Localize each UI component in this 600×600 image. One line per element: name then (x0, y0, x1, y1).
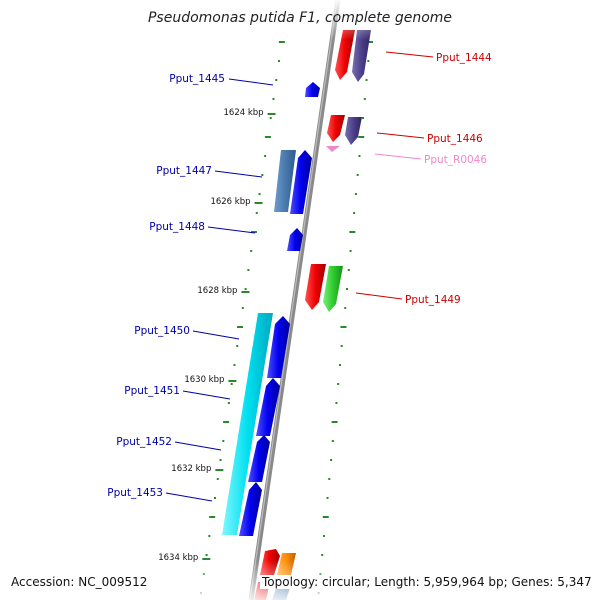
leader-line-1447 (214, 170, 263, 178)
accession-text: Accession: NC_009512 (9, 575, 150, 589)
gene-arrow-blue (290, 150, 312, 214)
leader-line-1448 (207, 226, 256, 234)
gene-label[interactable]: Pput_1453 (107, 487, 163, 499)
scale-label: 1630 kbp (184, 375, 224, 385)
gene-label[interactable]: Pput_1449 (405, 294, 461, 306)
gene-arrow-blue (239, 482, 262, 536)
leader-line-1449 (355, 292, 403, 300)
gene-arrow-purple (345, 117, 362, 145)
leader-line-1444 (385, 51, 434, 58)
gene-arrow-green (323, 266, 343, 312)
gene-label[interactable]: Pput_1446 (427, 133, 483, 145)
gene-label[interactable]: Pput_1451 (124, 385, 180, 397)
gene-arrow-blue (256, 378, 280, 436)
scale-label: 1624 kbp (224, 108, 264, 118)
gene-label[interactable]: Pput_1444 (436, 52, 492, 64)
gene-arrow-blue (248, 435, 270, 482)
leader-line-1453 (165, 492, 213, 502)
gene-arrow-blue (305, 82, 320, 97)
gene-label-layer: Pput_1444 Pput_1445 Pput_1446 Pput_R0046… (107, 52, 492, 499)
leader-lines (165, 51, 434, 502)
gene-arrow-blue (287, 228, 303, 251)
gene-label[interactable]: Pput_1448 (149, 221, 205, 233)
genome-backbone (248, 0, 341, 600)
scale-label: 1632 kbp (171, 464, 211, 474)
leader-line-1451 (182, 390, 231, 400)
map-title: Pseudomonas putida F1, complete genome (147, 10, 453, 26)
gene-label[interactable]: Pput_R0046 (424, 154, 487, 166)
gene-arrow-red (305, 264, 326, 310)
gene-arrow-purple (352, 30, 371, 82)
gene-label[interactable]: Pput_1447 (156, 165, 212, 177)
leader-line-r0046 (374, 153, 422, 160)
gene-arrow-red (327, 115, 345, 142)
scale-label: 1626 kbp (210, 197, 250, 207)
gene-arrow-red (335, 30, 355, 80)
leader-line-1445 (228, 78, 274, 86)
gene-arrow-cyan (222, 313, 273, 535)
gene-label[interactable]: Pput_1445 (169, 73, 225, 85)
gene-arrow-blue (267, 316, 290, 378)
leader-line-1450 (192, 330, 240, 340)
genome-backbone-highlight (249, 0, 338, 600)
gene-label[interactable]: Pput_1452 (116, 436, 172, 448)
gene-label[interactable]: Pput_1450 (134, 325, 190, 337)
leader-line-1452 (174, 441, 222, 451)
leader-line-1446 (376, 132, 425, 139)
scale-labels: 1624 kbp 1626 kbp 1628 kbp 1630 kbp 1632 kbp… (158, 108, 276, 563)
top-fade (0, 0, 600, 40)
scale-label: 1634 kbp (158, 553, 198, 563)
topology-text: Topology: circular; Length: 5,959,964 bp… (260, 575, 594, 589)
scale-label: 1628 kbp (197, 286, 237, 296)
gene-arrow-steel (274, 150, 296, 212)
rna-arrow-pink (326, 146, 340, 152)
